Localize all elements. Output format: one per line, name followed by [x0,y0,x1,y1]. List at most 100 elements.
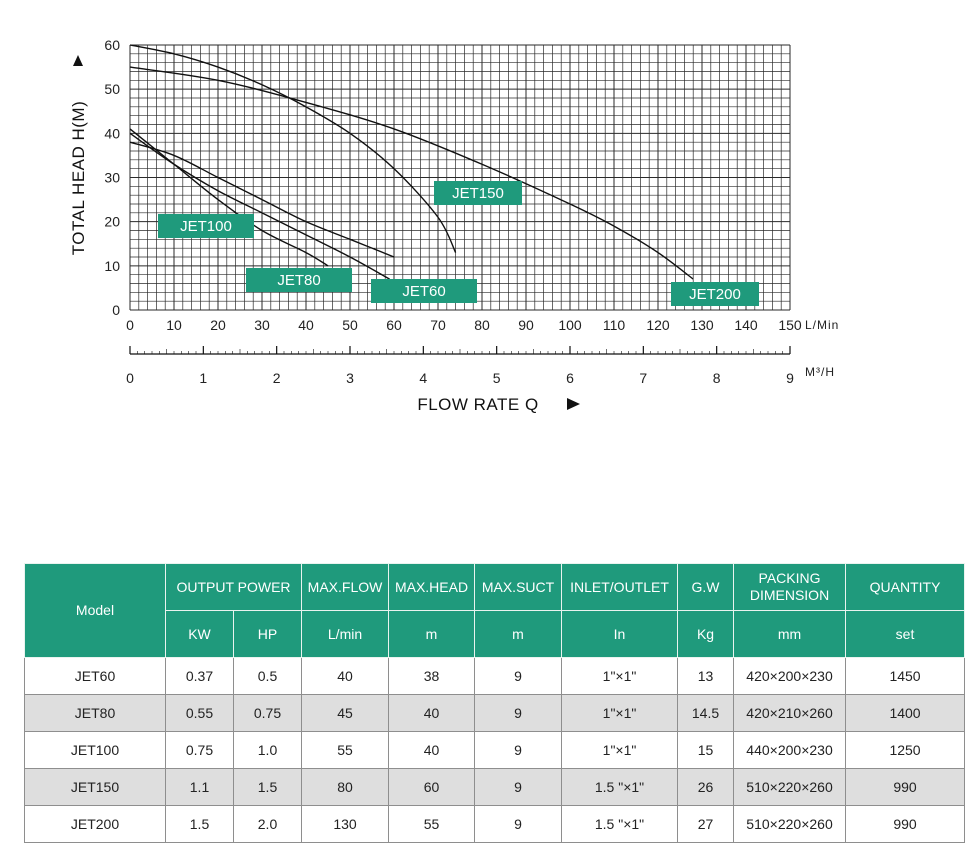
x-tick-label: 70 [430,317,446,333]
series-label-jet60: JET60 [402,283,445,300]
y-tick-label: 40 [104,125,120,141]
table-cell: 40 [301,657,390,695]
header-max-suct: MAX.SUCT [474,563,563,611]
table-cell: 0.37 [165,657,234,695]
table-cell: 55 [301,731,390,769]
table-row: JET200 1.5 2.0 130 55 9 1.5 "×1" 27 510×220×260 9… [24,805,966,843]
table-cell: 9 [474,694,563,732]
x2-tick-label: 6 [566,370,574,386]
x-tick-label: 120 [646,317,670,333]
x-tick-label: 30 [254,317,270,333]
y-tick-label: 50 [104,81,120,97]
series-label-box [158,214,254,238]
unit-inlet: In [561,610,679,658]
series-label-jet200: JET200 [689,286,741,303]
table-cell: 60 [388,768,476,806]
table-row: JET80 0.55 0.75 45 40 9 1"×1" 14.5 420×210×260 14… [24,694,966,732]
table-cell: 990 [845,805,966,843]
table-cell: 510×220×260 [733,805,847,843]
model-cell: JET100 [24,731,166,769]
header-max-flow: MAX.FLOW [301,563,390,611]
table-cell: 0.75 [165,731,234,769]
table-cell: 38 [388,657,476,695]
table-cell: 510×220×260 [733,768,847,806]
unit-flow: L/min [301,610,390,658]
grid [129,44,791,311]
table-cell: 1.0 [232,731,303,769]
series-label-jet80: JET80 [277,272,320,289]
series-labels: JET60 JET80 JET100 JET150 JET200 [158,181,759,306]
x2-tick-label: 8 [713,370,721,386]
table-cell: 14.5 [677,694,735,732]
table-cell: 0.55 [165,694,234,732]
x-tick-label: 10 [166,317,182,333]
tick-labels: 0 10 20 30 40 50 60 0 10 20 30 40 50 60 70 80 90 100 110 12… [104,37,801,333]
table-body: JET60 0.37 0.5 40 38 9 1"×1" 13 420×200×230 1450 J… [24,657,966,843]
table-cell: 420×210×260 [733,694,847,732]
header-gw: G.W [677,563,735,611]
spec-table: Model OUTPUT POWER MAX.FLOW MAX.HEAD MAX… [24,563,966,843]
table-row: JET150 1.1 1.5 80 60 9 1.5 "×1" 26 510×220×260 99… [24,768,966,806]
x-tick-label: 150 [778,317,802,333]
model-cell: JET200 [24,805,166,843]
unit-suct: m [474,610,563,658]
secondary-axis: 0 1 2 3 4 5 6 7 8 9 [126,346,794,386]
table-cell: 13 [677,657,735,695]
chart-svg: JET60 JET80 JET100 JET150 JET200 0 10 20 30 40 50… [69,37,838,414]
unit-head: m [388,610,476,658]
series-label-box [246,268,352,292]
table-cell: 130 [301,805,390,843]
table-cell: 27 [677,805,735,843]
table-cell: 0.5 [232,657,303,695]
table-cell: 1.5 [165,805,234,843]
x-tick-label: 140 [734,317,758,333]
table-cell: 990 [845,768,966,806]
table-cell: 15 [677,731,735,769]
table-cell: 1.1 [165,768,234,806]
x-tick-label: 20 [210,317,226,333]
y-axis-arrow-icon [73,55,83,66]
header-inlet-outlet: INLET/OUTLET [561,563,679,611]
y-tick-label: 10 [104,258,120,274]
table-cell: 420×200×230 [733,657,847,695]
x2-tick-label: 3 [346,370,354,386]
series-label-box [434,181,522,205]
model-cell: JET60 [24,657,166,695]
series-label-jet100: JET100 [180,218,232,235]
x2-tick-label: 4 [419,370,427,386]
table-cell: 45 [301,694,390,732]
table-cell: 0.75 [232,694,303,732]
x2-tick-label: 1 [199,370,207,386]
y-tick-label: 30 [104,170,120,186]
y-tick-label: 20 [104,214,120,230]
x2-tick-label: 9 [786,370,794,386]
series-label-jet150: JET150 [452,185,504,202]
table-cell: 1400 [845,694,966,732]
x-tick-label: 80 [474,317,490,333]
table-cell: 1250 [845,731,966,769]
model-cell: JET150 [24,768,166,806]
table-cell: 1"×1" [561,694,679,732]
unit-kw: KW [165,610,234,658]
table-cell: 9 [474,805,563,843]
x-unit-bottom: M³/H [805,365,835,379]
series-label-box [671,282,759,306]
header-output-power: OUTPUT POWER [164,563,303,611]
header-quantity: QUANTITY [845,563,966,611]
x-axis-title: FLOW RATE Q [417,395,538,414]
table-row: JET60 0.37 0.5 40 38 9 1"×1" 13 420×200×230 1450 [24,657,966,695]
table-row: JET100 0.75 1.0 55 40 9 1"×1" 15 440×200×230 1250 [24,731,966,769]
table-cell: 40 [388,694,476,732]
table-cell: 9 [474,731,563,769]
y-tick-label: 60 [104,37,120,53]
x2-tick-label: 2 [273,370,281,386]
table-cell: 1"×1" [561,731,679,769]
unit-hp: HP [232,610,303,658]
table-cell: 55 [388,805,476,843]
header-max-head: MAX.HEAD [388,563,476,611]
table-cell: 9 [474,657,563,695]
table-cell: 1.5 "×1" [561,805,679,843]
x2-tick-label: 7 [639,370,647,386]
table-cell: 440×200×230 [733,731,847,769]
x-tick-label: 0 [126,317,134,333]
